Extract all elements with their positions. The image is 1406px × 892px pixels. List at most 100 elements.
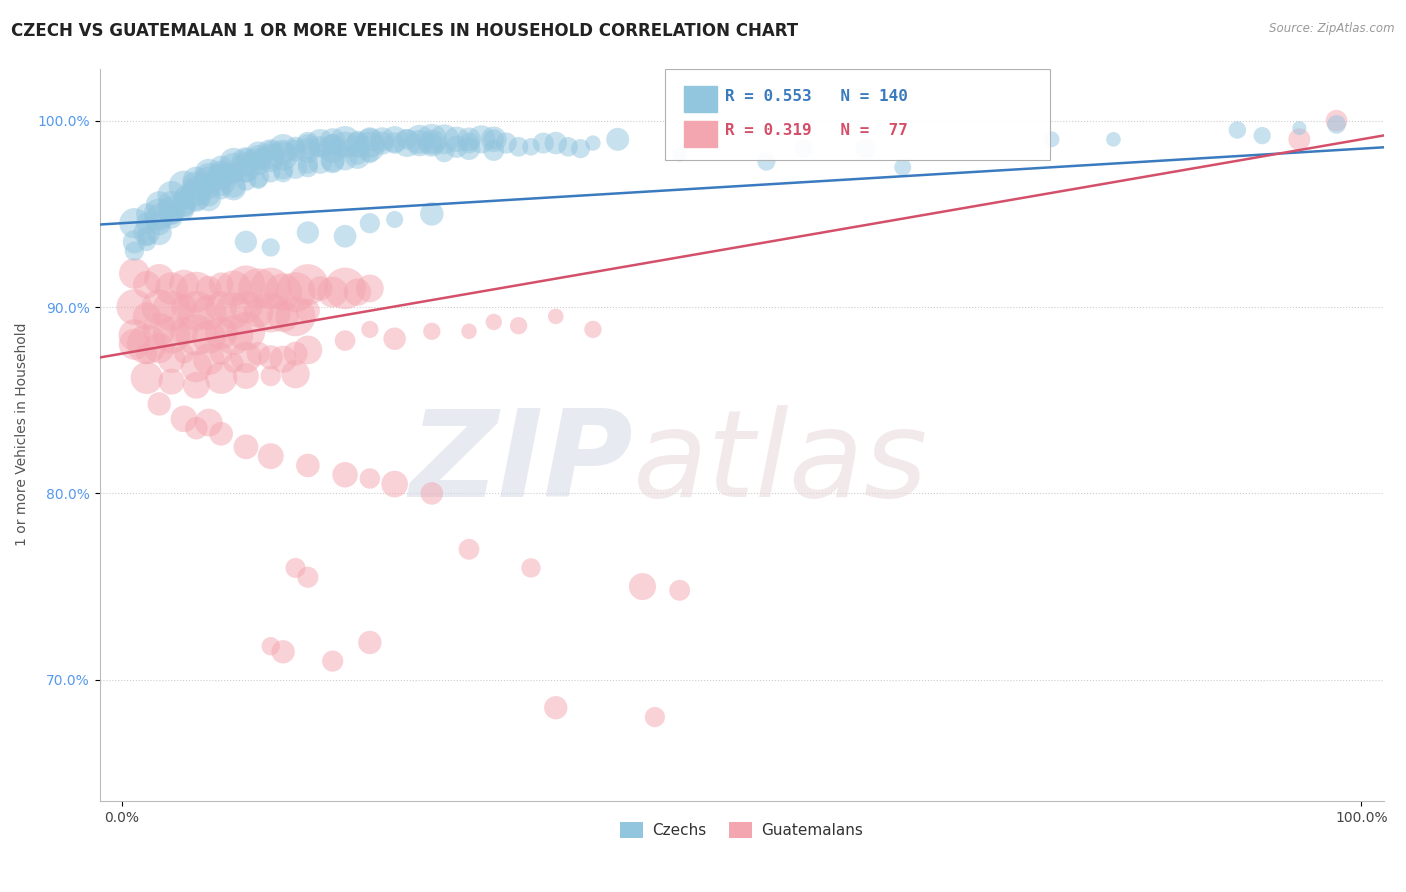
Point <box>408 132 430 146</box>
Point <box>755 154 778 169</box>
Point <box>470 132 492 146</box>
Point <box>284 310 307 324</box>
Point <box>297 277 319 292</box>
Point <box>247 305 270 319</box>
Point <box>148 397 170 411</box>
Point <box>260 449 283 463</box>
Point <box>271 166 294 180</box>
Point <box>793 142 815 156</box>
Point <box>209 326 232 340</box>
Point <box>346 149 368 163</box>
Point <box>186 359 208 374</box>
Point <box>284 144 307 158</box>
Point <box>135 346 157 360</box>
Legend: Czechs, Guatemalans: Czechs, Guatemalans <box>614 816 869 845</box>
Point <box>544 310 567 324</box>
Point <box>197 169 219 184</box>
Point <box>235 277 257 292</box>
Point <box>420 132 443 146</box>
Point <box>359 471 381 485</box>
Point <box>235 161 257 175</box>
Point <box>446 132 468 146</box>
Point <box>260 369 283 384</box>
Point <box>1326 113 1348 128</box>
Point <box>235 324 257 338</box>
Point <box>260 151 283 165</box>
Point <box>135 277 157 292</box>
Point <box>148 322 170 336</box>
Point <box>309 140 332 154</box>
Point <box>482 315 505 329</box>
Point <box>148 211 170 225</box>
Point <box>197 173 219 187</box>
Point <box>1226 123 1249 137</box>
Point <box>235 173 257 187</box>
Point <box>148 300 170 314</box>
Point <box>209 346 232 360</box>
Point <box>1040 132 1063 146</box>
Point <box>135 207 157 221</box>
Point <box>359 140 381 154</box>
Point <box>222 356 245 370</box>
Point <box>420 486 443 500</box>
Point <box>420 324 443 338</box>
Point <box>384 212 406 227</box>
Point <box>346 149 368 163</box>
Point <box>260 144 283 158</box>
Point <box>222 281 245 295</box>
Point <box>284 285 307 300</box>
Point <box>322 654 344 668</box>
Point <box>173 300 195 314</box>
Point <box>186 178 208 193</box>
Point <box>482 132 505 146</box>
Point <box>135 235 157 249</box>
Point <box>408 136 430 150</box>
Point <box>135 337 157 351</box>
Point <box>235 440 257 454</box>
Point <box>222 161 245 175</box>
Point <box>557 140 579 154</box>
Point <box>346 285 368 300</box>
Point <box>260 147 283 161</box>
Point <box>891 161 914 175</box>
Point <box>222 328 245 343</box>
Point <box>197 281 219 295</box>
Point <box>333 151 356 165</box>
Point <box>135 216 157 230</box>
Point <box>160 328 183 343</box>
Point <box>458 136 481 150</box>
Point <box>186 188 208 202</box>
Point <box>247 173 270 187</box>
Point <box>271 145 294 160</box>
Point <box>309 136 332 150</box>
Point <box>371 132 394 146</box>
Point <box>333 334 356 348</box>
Point <box>271 285 294 300</box>
Point <box>135 310 157 324</box>
Point <box>333 137 356 152</box>
Point <box>235 351 257 365</box>
Point <box>271 149 294 163</box>
Point <box>508 140 530 154</box>
Point <box>297 343 319 357</box>
Point <box>260 166 283 180</box>
Point <box>148 197 170 211</box>
Point <box>668 147 690 161</box>
Point <box>1251 128 1274 143</box>
Point <box>209 166 232 180</box>
Point <box>458 142 481 156</box>
Text: R = 0.319   N =  77: R = 0.319 N = 77 <box>725 123 908 138</box>
Point <box>222 181 245 195</box>
Point <box>235 166 257 180</box>
Point <box>284 346 307 360</box>
Point <box>124 235 146 249</box>
Point <box>333 467 356 482</box>
Text: CZECH VS GUATEMALAN 1 OR MORE VEHICLES IN HOUSEHOLD CORRELATION CHART: CZECH VS GUATEMALAN 1 OR MORE VEHICLES I… <box>11 22 799 40</box>
Point <box>395 132 418 146</box>
Point <box>148 216 170 230</box>
Point <box>284 367 307 381</box>
Point <box>446 140 468 154</box>
Point <box>209 169 232 184</box>
Point <box>173 346 195 360</box>
Point <box>384 332 406 346</box>
